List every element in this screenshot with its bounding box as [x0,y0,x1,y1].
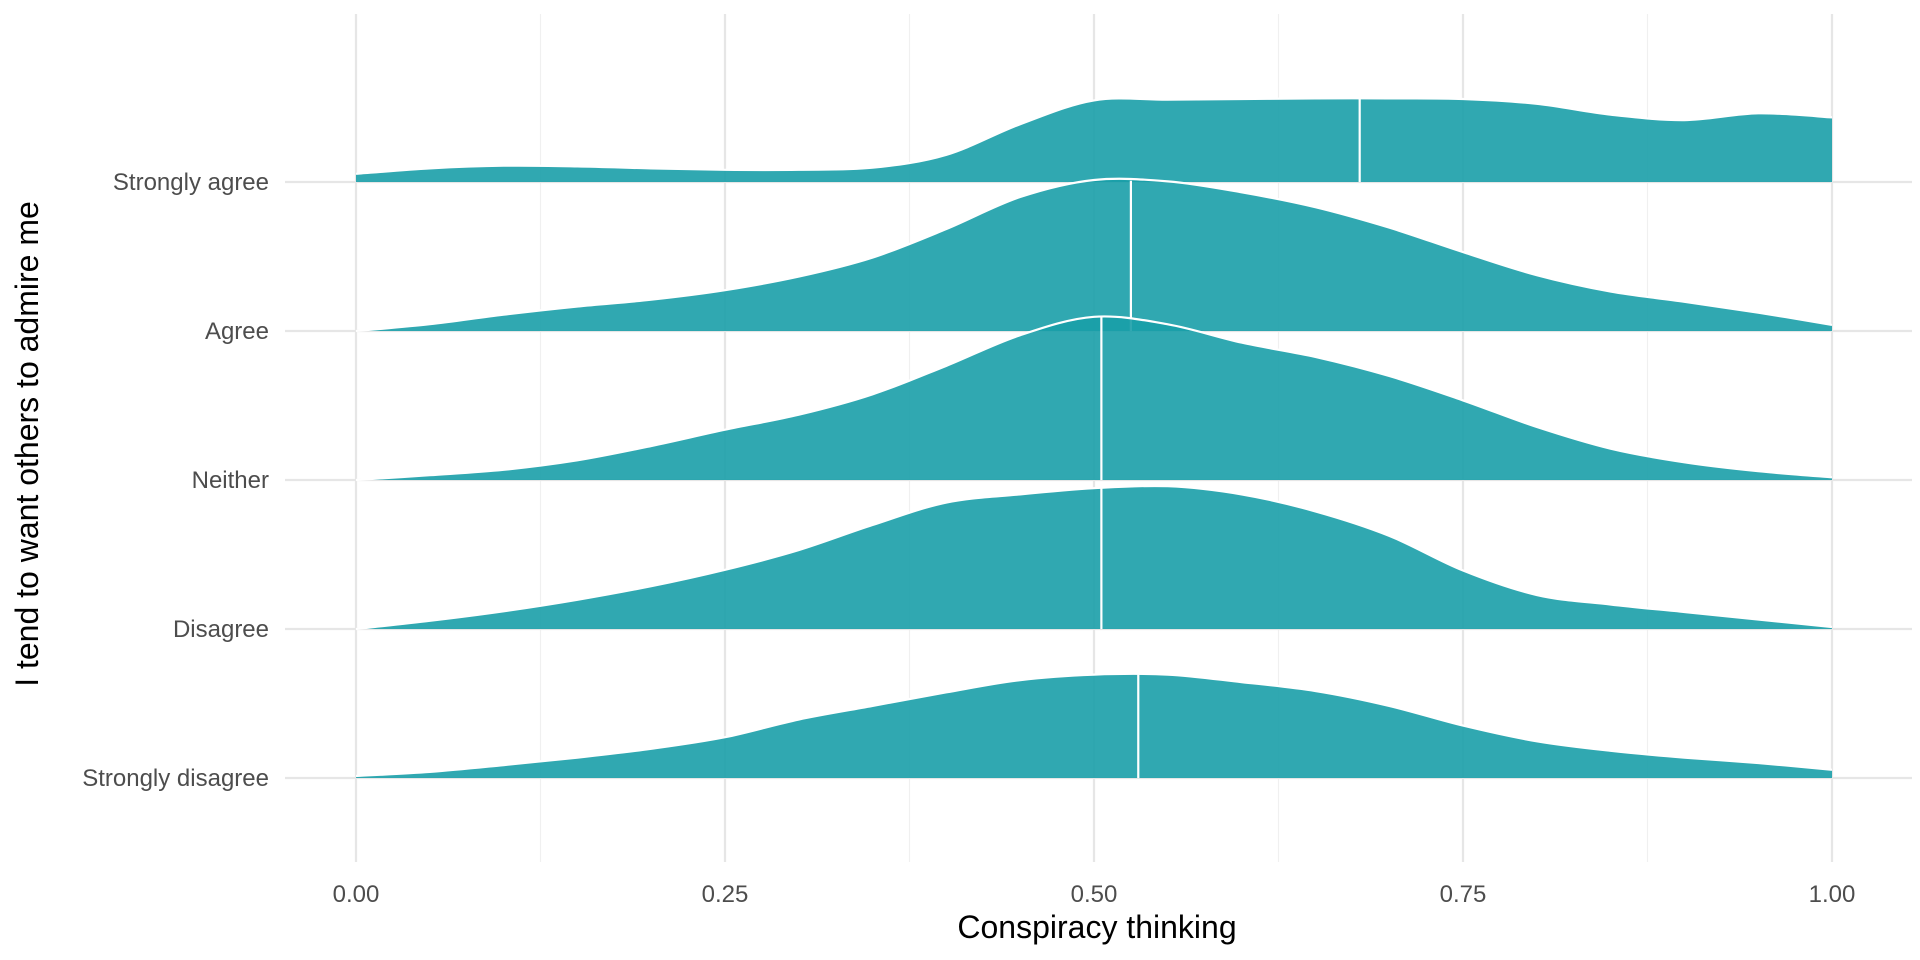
y-tick-label: Neither [192,467,269,494]
x-tick-label: 0.00 [333,881,380,908]
density-area [356,178,1832,331]
density-outline [355,484,1833,631]
density-area [356,673,1832,778]
density-area [356,98,1832,182]
x-tick-label: 1.00 [1809,881,1856,908]
x-tick-label: 0.25 [702,881,749,908]
density-outline [355,672,1833,778]
y-tick-label: Strongly agree [113,169,269,196]
density-outline [355,315,1833,482]
x-tick-labels: 0.00 0.25 0.50 0.75 1.00 [333,881,1856,908]
y-tick-label: Agree [205,318,269,345]
ridge-disagree [355,484,1833,631]
density-area [356,316,1832,480]
density-outline [355,177,1833,333]
x-tick-label: 0.75 [1440,881,1487,908]
y-tick-label: Disagree [173,616,269,643]
ridge-neither [355,315,1833,482]
density-outline [355,97,1833,175]
x-tick-label: 0.50 [1071,881,1118,908]
ridge-agree [355,177,1833,333]
y-tick-labels: Strongly disagree Disagree Neither Agree Str… [82,169,269,792]
y-tick-label: Strongly disagree [82,765,269,792]
x-axis-title: Conspiracy thinking [957,909,1236,945]
ridge-strongly-agree [355,97,1833,182]
density-area [356,485,1832,629]
ridge-strongly-disagree [355,672,1833,778]
ridges [355,97,1833,778]
y-axis-title: I tend to want others to admire me [9,201,45,687]
